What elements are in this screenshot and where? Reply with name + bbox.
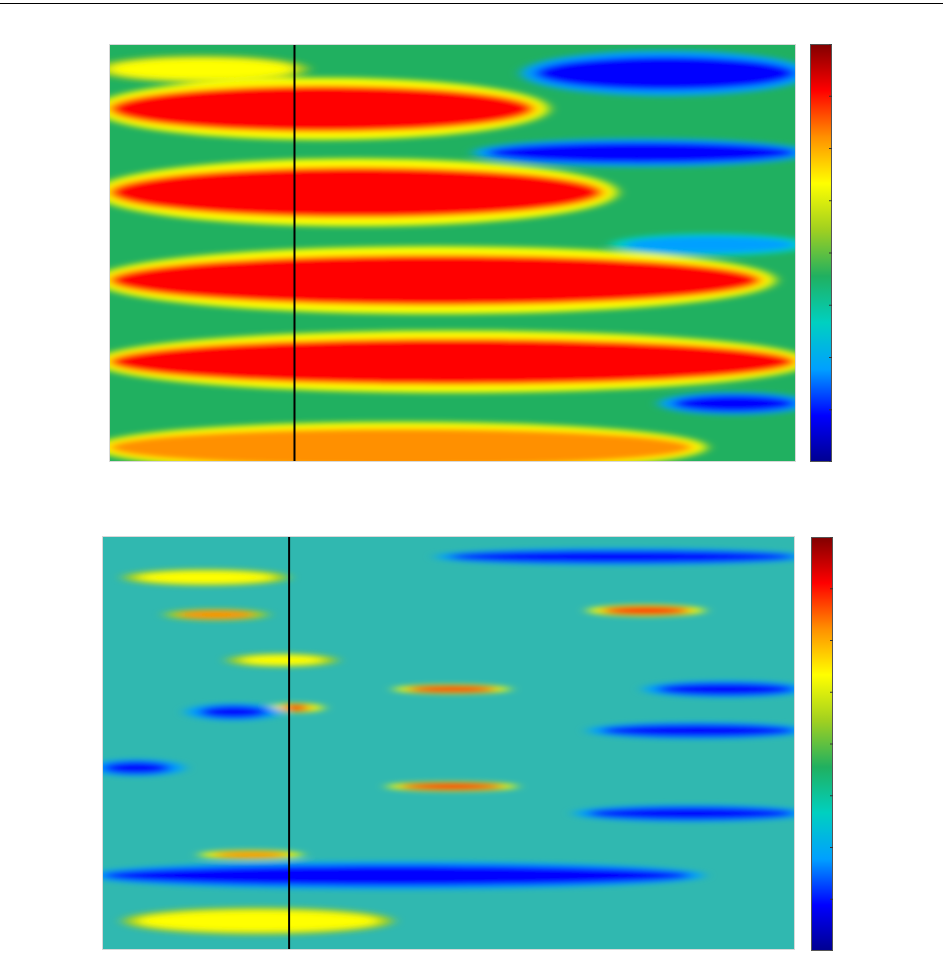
colorbar-bottom xyxy=(811,537,833,951)
heatmap-band xyxy=(136,910,380,932)
heatmap-band xyxy=(102,761,172,775)
heatmap-band xyxy=(486,142,796,164)
heatmap-band xyxy=(600,606,692,615)
heatmap-band xyxy=(178,610,255,619)
heatmap-band xyxy=(109,428,693,462)
heatmap-band xyxy=(600,724,795,737)
plot-frame xyxy=(109,44,796,462)
heatmap-band xyxy=(109,58,295,80)
heatmap-band xyxy=(109,85,535,132)
heatmap-band xyxy=(102,865,692,886)
heatmap-band xyxy=(109,338,796,385)
heatmap-band xyxy=(240,655,324,666)
heatmap-band xyxy=(109,167,604,218)
heatmap-band xyxy=(136,571,276,584)
heatmap-band xyxy=(624,236,796,253)
heatmap-band xyxy=(399,783,504,790)
heatmap-band xyxy=(212,851,290,859)
heatmap-band xyxy=(672,395,796,412)
heatmap-band xyxy=(587,807,795,820)
heatmap-band xyxy=(199,705,269,719)
page-top-rule xyxy=(0,3,943,4)
plot-frame xyxy=(102,536,795,950)
heatmap-band xyxy=(534,56,796,90)
heatmap-band xyxy=(282,704,310,712)
heatmap-band xyxy=(406,685,498,693)
heatmap-band xyxy=(656,682,795,696)
heatmap-bottom xyxy=(102,536,795,950)
heatmap-top xyxy=(109,44,796,462)
colorbar-gradient xyxy=(810,44,832,462)
heatmap-band xyxy=(109,255,762,306)
heatmap-band xyxy=(448,550,795,563)
colorbar-top xyxy=(810,44,832,462)
colorbar-gradient xyxy=(811,537,833,951)
